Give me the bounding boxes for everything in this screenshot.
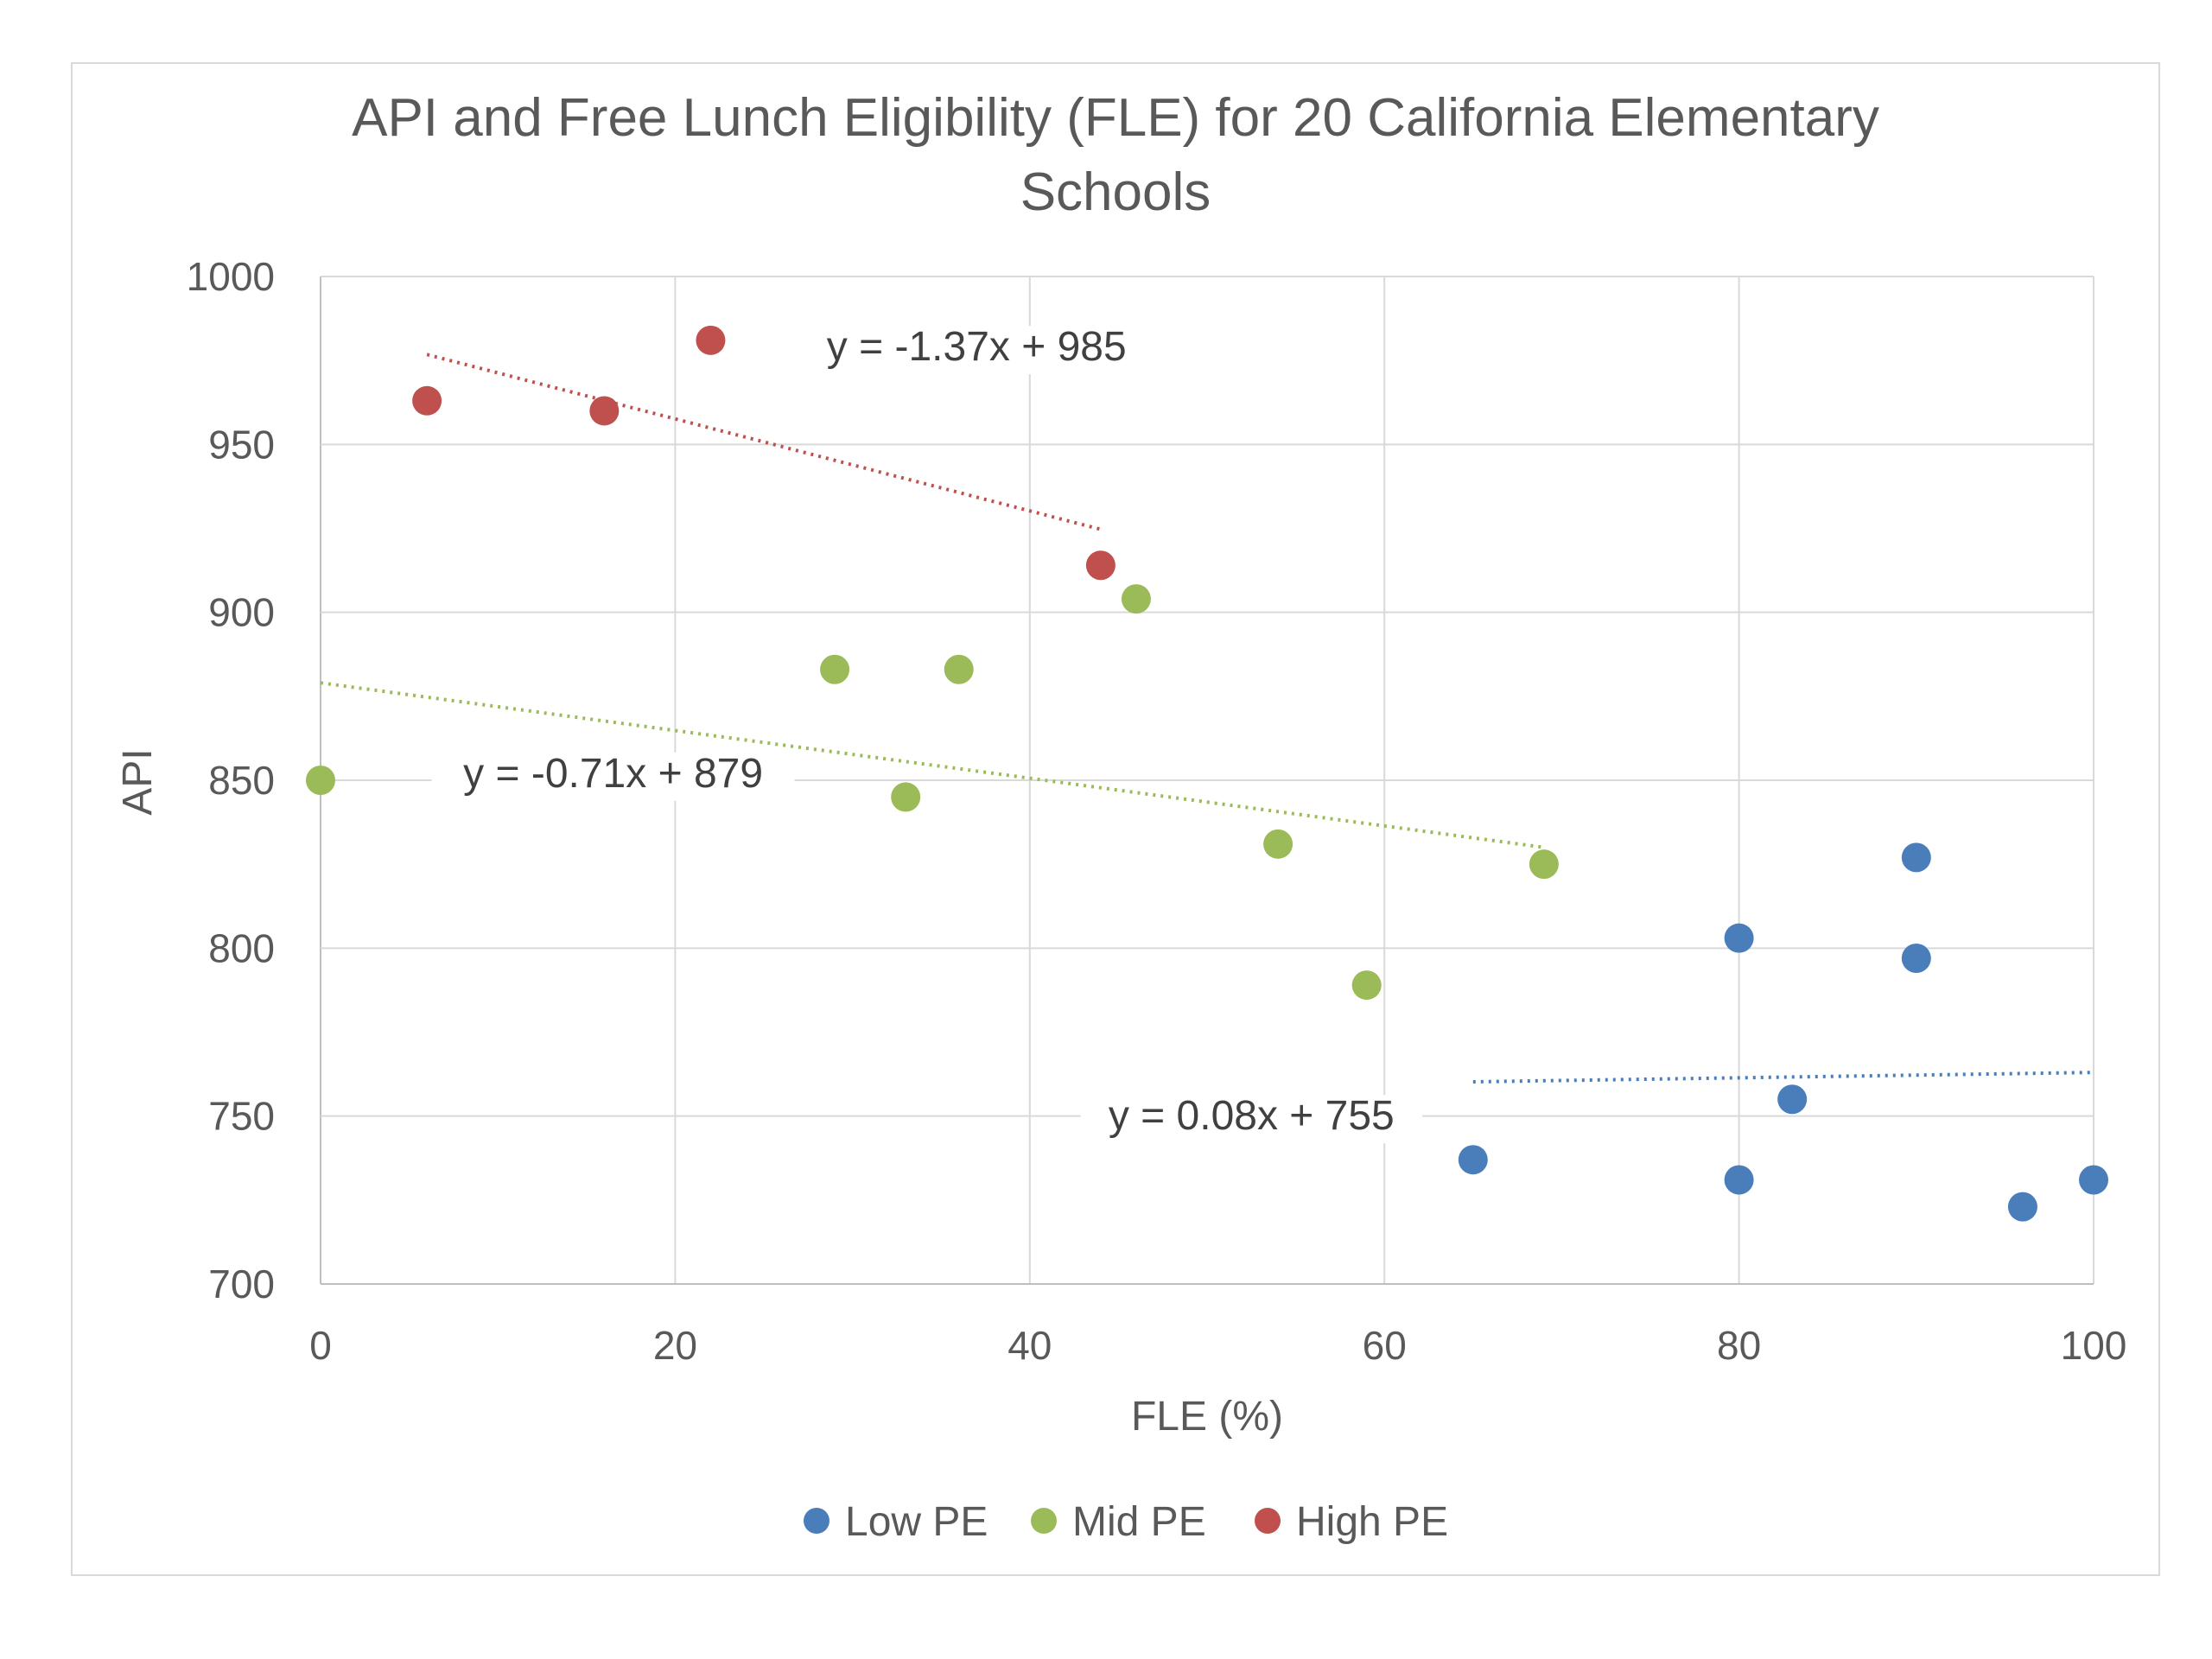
y-tick-label: 900	[208, 590, 275, 635]
trendline-equation-mid-pe: y = -0.71x + 879	[463, 751, 763, 797]
trendline-mid-pe	[320, 681, 1545, 849]
chart-title-line-1: API and Free Lunch Eligibility (FLE) for…	[352, 88, 1879, 148]
point-mid-pe	[1121, 584, 1151, 614]
point-low-pe	[1901, 842, 1931, 873]
x-tick-label: 60	[1363, 1323, 1407, 1368]
y-tick-label: 950	[208, 422, 275, 467]
x-axis-title: FLE (%)	[1131, 1394, 1283, 1440]
y-axis-tick-labels: 700 750 800 850 900 950 1000	[187, 254, 275, 1306]
point-low-pe	[1458, 1145, 1488, 1175]
legend-label-mid-pe: Mid PE	[1072, 1499, 1206, 1545]
y-tick-label: 1000	[187, 254, 275, 299]
legend-marker-high-pe	[1255, 1508, 1281, 1534]
point-low-pe	[1724, 923, 1754, 953]
trendline-high-pe	[426, 353, 1102, 531]
legend-marker-low-pe	[804, 1508, 830, 1534]
point-mid-pe	[306, 766, 335, 795]
y-tick-label: 750	[208, 1094, 275, 1139]
equation-label-bg	[431, 752, 795, 801]
trendlines	[320, 353, 2094, 1084]
point-high-pe	[1085, 550, 1116, 581]
point-low-pe	[1777, 1084, 1808, 1115]
chart-frame	[71, 62, 2160, 1576]
point-low-pe	[2079, 1165, 2108, 1195]
trendline-equation-high-pe: y = -1.37x + 985	[827, 324, 1127, 370]
point-low-pe	[1901, 943, 1931, 973]
point-high-pe	[589, 396, 620, 426]
point-low-pe	[1724, 1165, 1754, 1195]
point-mid-pe	[944, 654, 974, 684]
equation-labels: y = 0.08x + 755 y = -0.71x + 879 y = -1.37…	[431, 324, 1422, 1144]
point-high-pe	[412, 385, 442, 416]
y-tick-label: 700	[208, 1262, 275, 1306]
legend-label-low-pe: Low PE	[845, 1499, 988, 1545]
point-high-pe	[696, 325, 726, 355]
legend: Low PE Mid PE High PE	[804, 1499, 1448, 1545]
data-points	[306, 325, 2108, 1222]
x-tick-label: 40	[1007, 1323, 1052, 1368]
y-tick-label: 850	[208, 758, 275, 803]
trendline-equation-low-pe: y = 0.08x + 755	[1109, 1093, 1395, 1139]
y-tick-label: 800	[208, 925, 275, 970]
legend-label-high-pe: High PE	[1296, 1499, 1448, 1545]
equation-label-bg	[795, 326, 1159, 375]
chart-title-line-2: Schools	[1020, 162, 1211, 222]
point-mid-pe	[1351, 970, 1382, 1001]
point-mid-pe	[820, 654, 850, 684]
y-axis-title: API	[115, 748, 161, 815]
x-tick-label: 100	[2061, 1323, 2127, 1368]
point-mid-pe	[1529, 849, 1559, 880]
equation-label-bg	[1080, 1095, 1422, 1144]
point-mid-pe	[1263, 829, 1294, 859]
trendline-low-pe	[1472, 1071, 2094, 1084]
point-mid-pe	[891, 782, 921, 812]
x-tick-label: 20	[653, 1323, 697, 1368]
x-tick-label: 80	[1717, 1323, 1761, 1368]
point-low-pe	[2007, 1192, 2037, 1222]
x-axis-tick-labels: 0 20 40 60 80 100	[309, 1323, 2126, 1368]
x-tick-label: 0	[309, 1323, 332, 1368]
legend-marker-mid-pe	[1031, 1508, 1057, 1534]
